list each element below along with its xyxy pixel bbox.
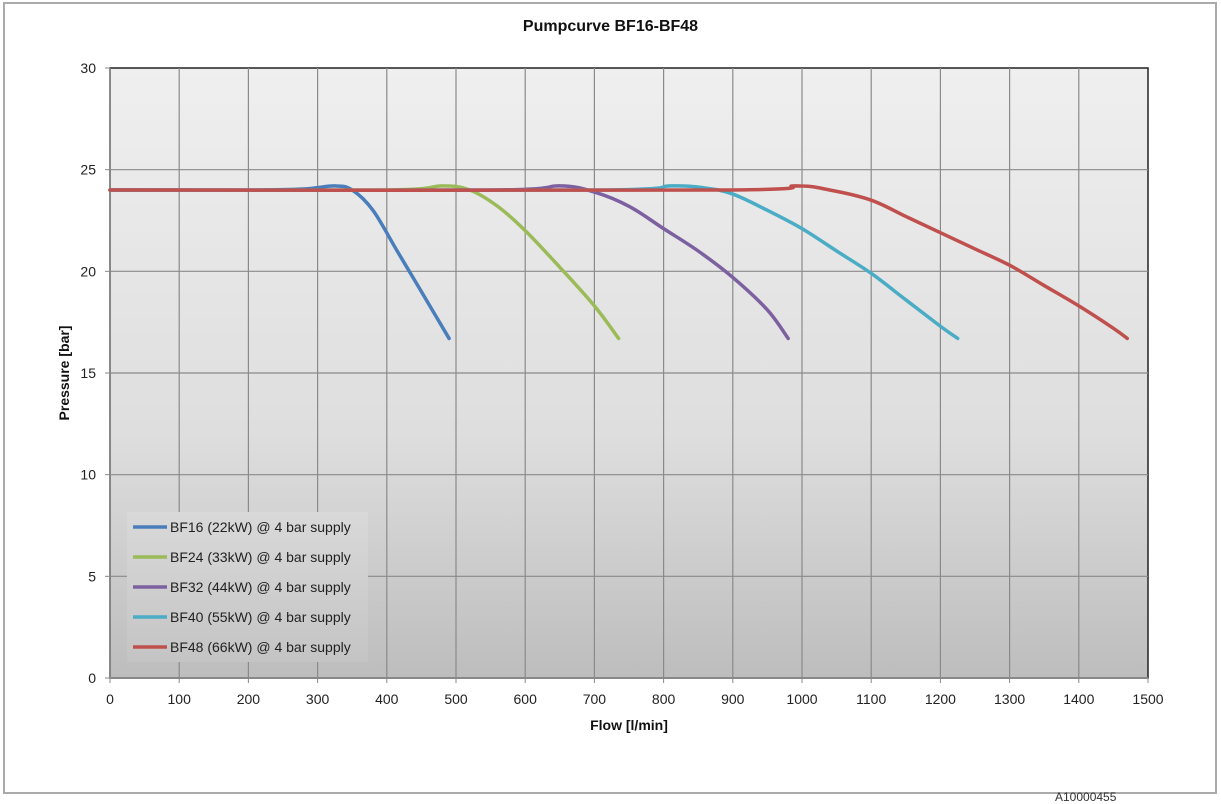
legend-item-label: BF32 (44kW) @ 4 bar supply (170, 579, 351, 595)
axes: 0 100 200 300 400 500 600 700 800 900 1000 1100 1200… (80, 60, 1163, 707)
x-tick-label: 1000 (786, 691, 817, 707)
legend: BF16 (22kW) @ 4 bar supply BF24 (33kW) @ … (127, 512, 368, 662)
x-tick-label: 1200 (925, 691, 956, 707)
legend-item-label: BF16 (22kW) @ 4 bar supply (170, 519, 351, 535)
y-tick-label: 15 (80, 365, 96, 381)
x-tick-label: 0 (106, 691, 114, 707)
legend-box (127, 512, 368, 662)
y-tick-label: 10 (80, 467, 96, 483)
y-tick-label: 5 (88, 568, 96, 584)
x-tick-label: 600 (514, 691, 538, 707)
x-tick-label: 200 (237, 691, 261, 707)
x-tick-label: 100 (168, 691, 192, 707)
y-tick-label: 20 (80, 263, 96, 279)
x-tick-label: 900 (721, 691, 745, 707)
chart-title: Pumpcurve BF16-BF48 (522, 18, 699, 35)
y-tick-label: 30 (80, 60, 96, 76)
x-tick-label: 1300 (994, 691, 1025, 707)
x-tick-label: 1100 (856, 691, 886, 707)
x-axis-label: Flow [l/min] (590, 717, 668, 733)
series-lines (108, 184, 1129, 341)
legend-item-label: BF24 (33kW) @ 4 bar supply (170, 549, 351, 565)
x-tick-label: 500 (444, 691, 468, 707)
x-tick-label: 1500 (1132, 691, 1163, 707)
x-tick-label: 800 (652, 691, 676, 707)
footer-document-id: A10000455 (1055, 790, 1117, 804)
x-tick-label: 700 (583, 691, 607, 707)
y-axis-label: Pressure [bar] (56, 326, 72, 421)
series-line-bf48 (108, 184, 1129, 341)
legend-item-label: BF48 (66kW) @ 4 bar supply (170, 639, 351, 655)
x-tick-label: 1400 (1063, 691, 1094, 707)
legend-item-label: BF40 (55kW) @ 4 bar supply (170, 609, 351, 625)
y-tick-label: 25 (80, 162, 96, 178)
x-tick-label: 400 (375, 691, 399, 707)
y-tick-label: 0 (88, 670, 96, 686)
x-tick-label: 300 (306, 691, 330, 707)
